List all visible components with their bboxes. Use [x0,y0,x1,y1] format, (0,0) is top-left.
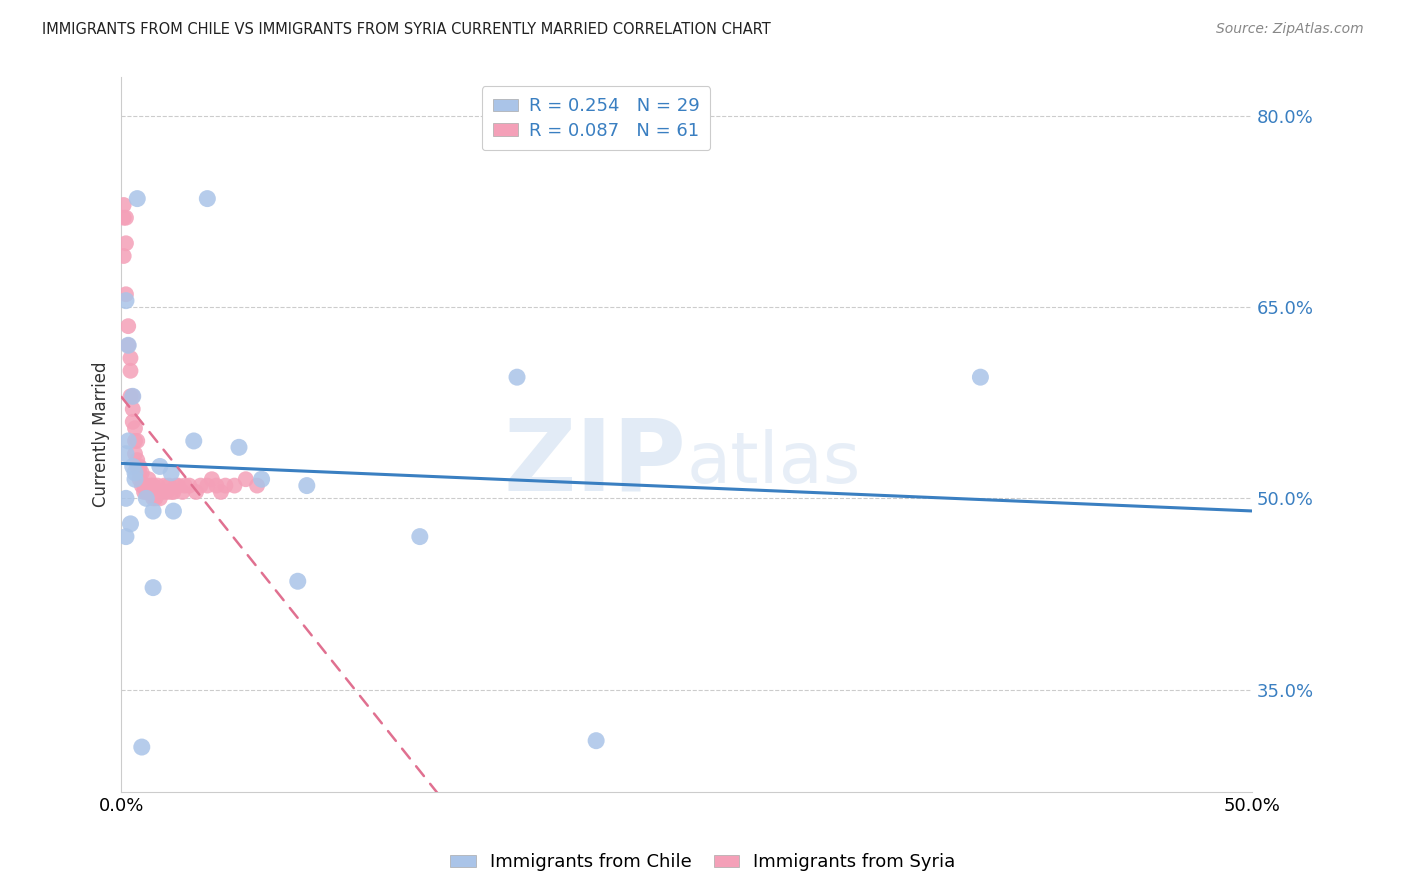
Point [146,485,169,500]
Point [115,491,138,506]
Point [117,434,139,448]
Point [128,459,150,474]
Point [135,478,157,492]
Point [214,478,236,492]
Point [153,478,176,492]
Legend: Immigrants from Chile, Immigrants from Syria: Immigrants from Chile, Immigrants from S… [443,847,963,879]
Point [120,364,142,378]
Point [205,478,228,492]
Point [165,478,187,492]
Point [115,293,138,308]
Point [585,733,607,747]
Point [117,338,139,352]
Point [179,478,201,492]
Point [135,485,157,500]
Point [120,389,142,403]
Point [112,198,135,212]
Point [121,402,143,417]
Point [167,478,190,492]
Text: atlas: atlas [686,429,860,498]
Point [295,478,318,492]
Point [115,530,138,544]
Point [172,485,194,500]
Point [132,485,155,500]
Point [127,459,149,474]
Point [235,472,257,486]
Point [201,472,224,486]
Point [224,478,246,492]
Point [160,466,183,480]
Point [124,472,146,486]
Point [143,485,166,500]
Point [146,478,169,492]
Point [149,459,172,474]
Point [127,453,149,467]
Point [128,472,150,486]
Point [195,478,218,492]
Point [131,466,153,480]
Point [117,338,139,352]
Point [115,447,138,461]
Point [124,466,146,480]
Point [142,504,165,518]
Point [183,434,205,448]
Point [121,389,143,403]
Point [127,192,149,206]
Point [160,485,183,500]
Legend: R = 0.254   N = 29, R = 0.087   N = 61: R = 0.254 N = 29, R = 0.087 N = 61 [482,87,710,151]
Point [115,211,138,225]
Point [121,389,143,403]
Point [124,447,146,461]
Point [115,287,138,301]
Point [112,249,135,263]
Point [142,581,165,595]
Point [112,211,135,225]
Point [139,485,162,500]
Point [162,485,184,500]
Point [162,504,184,518]
Point [121,415,143,429]
Point [115,236,138,251]
Point [969,370,991,384]
Text: ZIP: ZIP [503,415,686,512]
Point [124,421,146,435]
Point [132,478,155,492]
Point [506,370,529,384]
Point [138,485,160,500]
Point [150,485,173,500]
Point [121,459,143,474]
Point [128,466,150,480]
Point [120,516,142,531]
Point [117,319,139,334]
Point [135,491,157,506]
Point [124,434,146,448]
Point [409,530,432,544]
Point [184,485,207,500]
Point [190,478,212,492]
Point [143,491,166,506]
Point [156,485,179,500]
Point [138,472,160,486]
Point [195,192,218,206]
Point [173,478,195,492]
Point [250,472,273,486]
Point [127,434,149,448]
Text: IMMIGRANTS FROM CHILE VS IMMIGRANTS FROM SYRIA CURRENTLY MARRIED CORRELATION CHA: IMMIGRANTS FROM CHILE VS IMMIGRANTS FROM… [42,22,770,37]
Point [142,478,165,492]
Point [228,440,250,454]
Point [131,478,153,492]
Point [142,491,165,506]
Point [131,740,153,755]
Point [157,478,180,492]
Point [149,491,172,506]
Point [287,574,309,589]
Point [120,351,142,365]
Point [246,478,269,492]
Point [209,485,232,500]
Y-axis label: Currently Married: Currently Married [93,362,110,508]
Point [139,478,162,492]
Text: Source: ZipAtlas.com: Source: ZipAtlas.com [1216,22,1364,37]
